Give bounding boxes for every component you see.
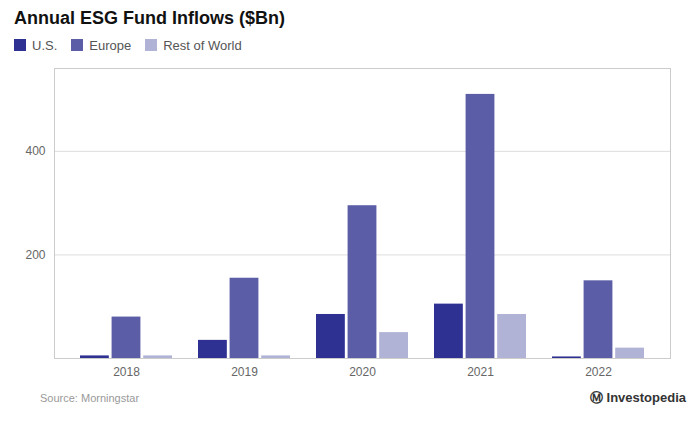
html-text:Ⓜ Investopedia: Ⓜ Investopedia (589, 390, 686, 405)
svg-text:200: 200 (25, 248, 45, 262)
html-text:Annual ESG Fund Inflows ($Bn): Annual ESG Fund Inflows ($Bn) (14, 8, 285, 28)
svg-text:2021: 2021 (467, 365, 494, 379)
svg-text:400: 400 (25, 144, 45, 158)
svg-text:2020: 2020 (349, 365, 376, 379)
html-text:Source: Morningstar: Source: Morningstar (40, 392, 139, 404)
html-text:Europe: Europe (89, 37, 132, 53)
svg-text:2018: 2018 (113, 365, 140, 379)
html-text:U.S.: U.S. (32, 37, 58, 53)
svg-text:2019: 2019 (231, 365, 258, 379)
svg-text:2022: 2022 (585, 365, 612, 379)
html-text:Rest of World: Rest of World (163, 37, 242, 53)
